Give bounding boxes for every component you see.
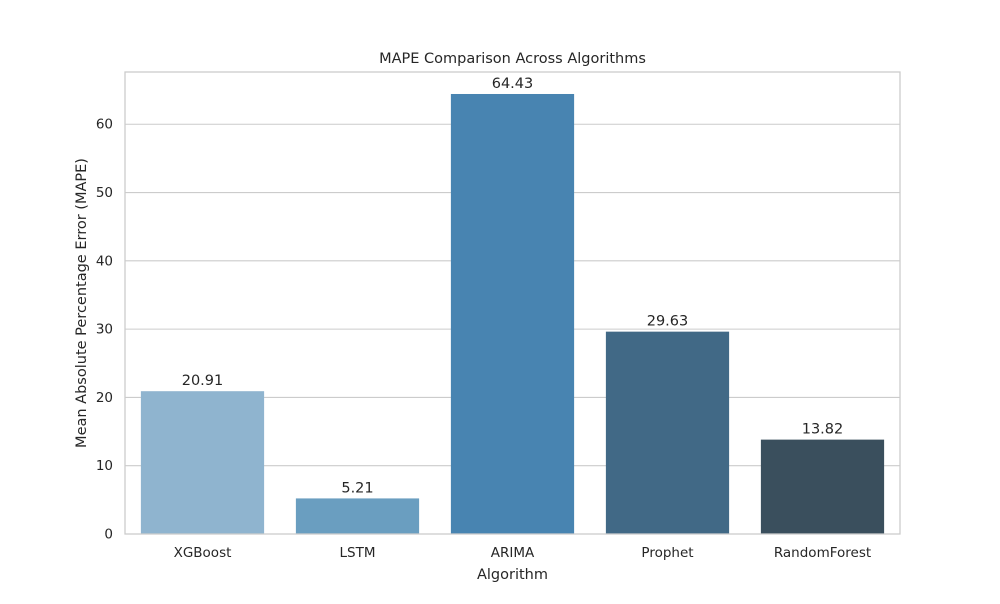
x-tick-labels: XGBoost LSTM ARIMA Prophet RandomForest <box>174 545 872 561</box>
x-tick-label: RandomForest <box>774 545 871 561</box>
value-labels: 20.91 5.21 64.43 29.63 13.82 <box>182 76 844 496</box>
value-label: 20.91 <box>182 373 224 389</box>
y-tick-label: 10 <box>96 458 113 474</box>
y-axis-label: Mean Absolute Percentage Error (MAPE) <box>74 158 90 448</box>
value-label: 5.21 <box>341 480 373 496</box>
bars <box>140 93 885 535</box>
chart-title: MAPE Comparison Across Algorithms <box>379 51 646 67</box>
bar-randomforest <box>760 439 885 534</box>
y-tick-label: 60 <box>96 117 113 133</box>
value-label: 64.43 <box>492 76 534 92</box>
y-tick-label: 50 <box>96 185 113 201</box>
y-tick-label: 0 <box>104 527 113 543</box>
x-tick-label: LSTM <box>340 545 376 561</box>
bar-arima <box>450 93 575 535</box>
value-label: 13.82 <box>802 422 844 438</box>
y-tick-label: 20 <box>96 390 113 406</box>
y-tick-labels: 0 10 20 30 40 50 60 <box>96 117 113 543</box>
x-tick-label: ARIMA <box>491 545 535 561</box>
y-tick-label: 30 <box>96 322 113 338</box>
bar-xgboost <box>140 391 265 534</box>
plot-frame <box>124 71 901 535</box>
x-tick-label: XGBoost <box>174 545 232 561</box>
bar-prophet <box>605 331 730 534</box>
y-tick-label: 40 <box>96 253 113 269</box>
value-label: 29.63 <box>647 314 689 330</box>
x-axis-label: Algorithm <box>477 567 548 583</box>
x-tick-label: Prophet <box>641 545 693 561</box>
bar-lstm <box>295 498 420 534</box>
